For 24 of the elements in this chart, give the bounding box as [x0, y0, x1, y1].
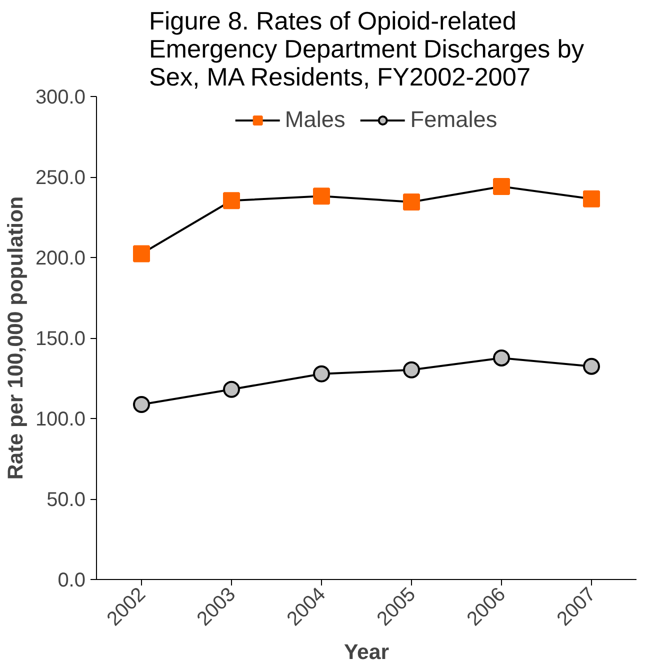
point [313, 188, 330, 205]
chart-title: Figure 8. Rates of Opioid-related Emergency Department Discharges by Sex, MA Residents, FY2002-2007 [149, 8, 584, 92]
y-tick-label: 100.0 [35, 408, 86, 430]
y-tick-label: 250.0 [35, 167, 86, 189]
y-axis-title: Rate per 100,000 population [3, 196, 28, 480]
x-axis-title: Year [344, 640, 390, 664]
legend-label: Females [410, 106, 498, 133]
y-tick-label: 0.0 [58, 570, 86, 592]
point [493, 349, 510, 366]
y-tick-label: 300.0 [35, 86, 86, 108]
y-tick-label: 200.0 [35, 248, 86, 270]
point [223, 192, 240, 210]
y-tick-label: 50.0 [46, 489, 86, 511]
point [223, 380, 240, 398]
y-tick-label: 150.0 [35, 328, 86, 350]
point [133, 396, 150, 413]
point [493, 178, 510, 195]
point [403, 361, 420, 378]
point [313, 365, 330, 382]
point [403, 193, 420, 210]
point [133, 245, 150, 262]
legend-label: Males [284, 106, 346, 133]
point [583, 190, 600, 208]
point [583, 358, 600, 375]
